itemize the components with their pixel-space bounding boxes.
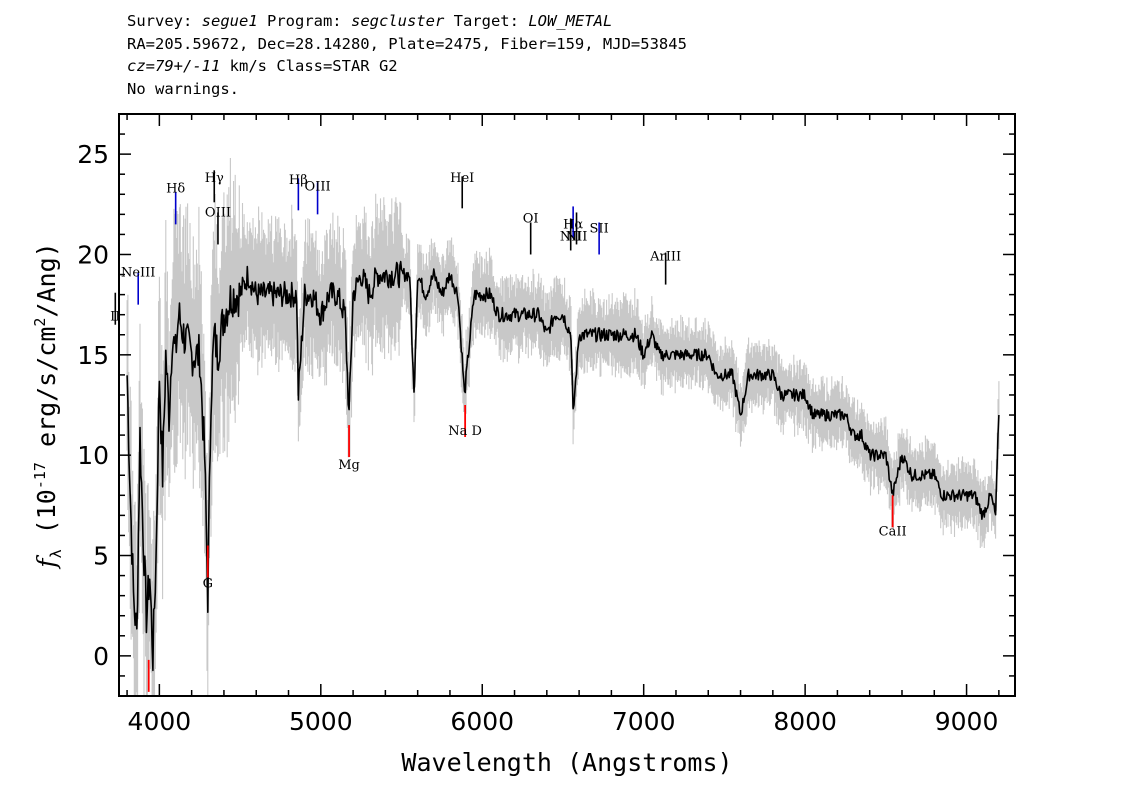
x-tick-label: 6000 (450, 707, 514, 736)
header-line-3: cz=79+/-11 km/s Class=STAR G2 (127, 55, 687, 78)
target-label: Target: (444, 12, 529, 30)
line-label-oiii: OIII (305, 179, 331, 194)
x-axis-title: Wavelength (Angstroms) (401, 748, 732, 777)
y-tick-label: 20 (77, 240, 109, 269)
plot-frame (118, 113, 1016, 697)
y-tick-label: 10 (77, 441, 109, 470)
program-value: segcluster (350, 12, 445, 30)
axes: 4000 5000 6000 7000 8000 9000 0 5 10 15 20 25 (77, 113, 1016, 736)
x-tick-label: 4000 (128, 707, 192, 736)
line-label-g: G (203, 577, 213, 592)
header-line-2: RA=205.59672, Dec=28.14280, Plate=2475, … (127, 34, 687, 53)
line-label-h-: Hα (563, 217, 583, 232)
redshift-value: cz=79+/-11 (127, 57, 221, 75)
flux-line (126, 260, 1000, 672)
target-value: LOW_METAL (528, 12, 613, 30)
spectrum-header: Survey: segue1 Program: segcluster Targe… (127, 10, 687, 100)
line-label-neiii: NeIII (121, 266, 155, 281)
x-tick-label: 7000 (612, 707, 676, 736)
header-line-4: No warnings. (127, 79, 239, 98)
x-tick-label: 5000 (289, 707, 353, 736)
y-tick-label: 5 (93, 542, 109, 571)
line-label-ii: II (110, 310, 120, 325)
class-text: km/s Class=STAR G2 (220, 57, 398, 75)
x-tick-label: 8000 (773, 707, 837, 736)
line-label-h-: Hγ (205, 171, 224, 186)
flux-layer (126, 260, 1000, 672)
line-label-caii: CaII (879, 524, 907, 539)
y-axis-title: fλ (10-17 erg/s/cm2/Ang) (31, 242, 65, 569)
y-tick-label: 25 (77, 140, 109, 169)
y-tick-label: 15 (77, 341, 109, 370)
line-label-h-: Hδ (166, 181, 185, 196)
line-label-nii: NII (566, 229, 588, 244)
header-line-1: Survey: segue1 Program: segcluster Targe… (127, 10, 687, 33)
line-label-sii: SII (590, 221, 609, 236)
x-tick-label: 9000 (935, 707, 999, 736)
line-label-ariii: ArIII (649, 250, 681, 265)
survey-value: segue1 (201, 12, 258, 30)
program-label: Program: (257, 12, 351, 30)
line-label-hei: HeI (450, 171, 474, 186)
line-label-oiii: OIII (205, 205, 231, 220)
line-label-oi: OI (523, 211, 539, 226)
line-label-na-d: Na D (448, 424, 482, 439)
y-tick-label: 0 (93, 642, 109, 671)
survey-label: Survey: (127, 12, 202, 30)
spectral-line-markers: IINeIIIHδHγOIIIHβOIIIHeIOINIIHαNIISIIArI… (110, 170, 907, 692)
line-label-h-: Hβ (289, 173, 308, 188)
line-label-mg: Mg (338, 458, 360, 473)
